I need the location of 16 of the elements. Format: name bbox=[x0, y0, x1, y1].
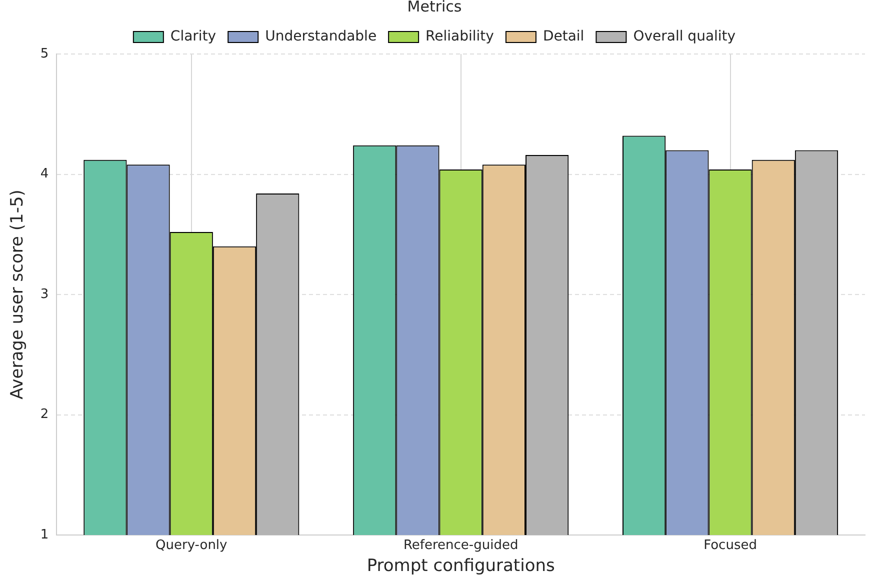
y-axis-title: Average user score (1-5) bbox=[8, 190, 28, 400]
y-tick-label: 2 bbox=[40, 407, 49, 422]
x-tick-label: Reference-guided bbox=[403, 538, 518, 554]
y-tick-label: 3 bbox=[40, 286, 49, 302]
legend-label: Detail bbox=[542, 28, 584, 45]
y-tick-label: 5 bbox=[40, 46, 49, 62]
x-tick-label: Query-only bbox=[156, 538, 228, 554]
x-tick-label: Focused bbox=[704, 538, 757, 554]
legend-label: Reliability bbox=[426, 28, 494, 45]
y-tick-label: 4 bbox=[40, 166, 49, 182]
legend-label: Overall quality bbox=[633, 28, 736, 45]
legend-label: Clarity bbox=[170, 28, 216, 45]
y-tick-label: 1 bbox=[40, 527, 49, 542]
x-axis-title: Prompt configurations bbox=[366, 556, 555, 576]
legend-title: Metrics bbox=[407, 0, 462, 16]
legend-label: Understandable bbox=[265, 28, 377, 45]
